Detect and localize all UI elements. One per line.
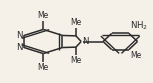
- Text: Me: Me: [70, 56, 82, 65]
- Text: Me: Me: [70, 18, 82, 27]
- Text: N: N: [16, 31, 23, 40]
- Text: Me: Me: [38, 11, 49, 20]
- Text: Me: Me: [130, 51, 141, 60]
- Text: Me: Me: [38, 63, 49, 72]
- Text: N: N: [16, 43, 23, 52]
- Text: N: N: [82, 37, 89, 46]
- Text: NH$_2$: NH$_2$: [130, 20, 148, 32]
